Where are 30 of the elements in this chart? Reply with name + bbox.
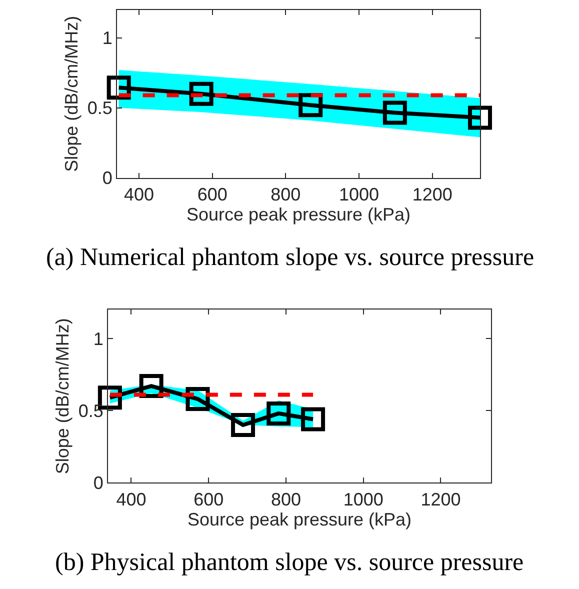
point bbox=[382, 100, 407, 125]
x-tick-label: 1200 bbox=[412, 184, 452, 205]
y-axis-title: Slope (dB/cm/MHz) bbox=[62, 16, 82, 172]
x-tick-label: 800 bbox=[270, 489, 301, 510]
x-tick-label: 400 bbox=[116, 489, 146, 510]
point bbox=[266, 401, 291, 426]
text: (a) Numerical phantom slope vs. source pressure bbox=[46, 244, 534, 271]
y-tick-label: 0.5 bbox=[87, 98, 112, 118]
point bbox=[301, 407, 326, 432]
x-tick-label: 800 bbox=[270, 184, 301, 205]
y-tick-label: 0.5 bbox=[78, 400, 104, 421]
y-tick-label: 0 bbox=[102, 168, 112, 188]
y-tick-label: 1 bbox=[102, 28, 112, 48]
point bbox=[106, 76, 131, 100]
x-axis-title: Source peak pressure (kPa) bbox=[187, 509, 412, 530]
x-tick-label: 400 bbox=[124, 184, 154, 205]
point bbox=[231, 412, 256, 437]
point bbox=[468, 106, 492, 130]
x-tick-label: 600 bbox=[197, 184, 228, 205]
y-axis-title: Slope (dB/cm/MHz) bbox=[52, 318, 73, 474]
point bbox=[189, 82, 214, 106]
x-tick-label: 1200 bbox=[420, 489, 461, 510]
y-tick-label: 1 bbox=[93, 328, 104, 349]
x-tick-label: 1000 bbox=[338, 184, 380, 205]
x-tick-label: 600 bbox=[194, 489, 224, 510]
x-tick-label: 1000 bbox=[343, 489, 384, 510]
point bbox=[186, 387, 210, 412]
text: (b) Physical phantom slope vs. source pressure bbox=[55, 549, 524, 576]
y-tick-label: 0 bbox=[93, 472, 104, 493]
x-axis-title: Source peak pressure (kPa) bbox=[186, 204, 411, 225]
